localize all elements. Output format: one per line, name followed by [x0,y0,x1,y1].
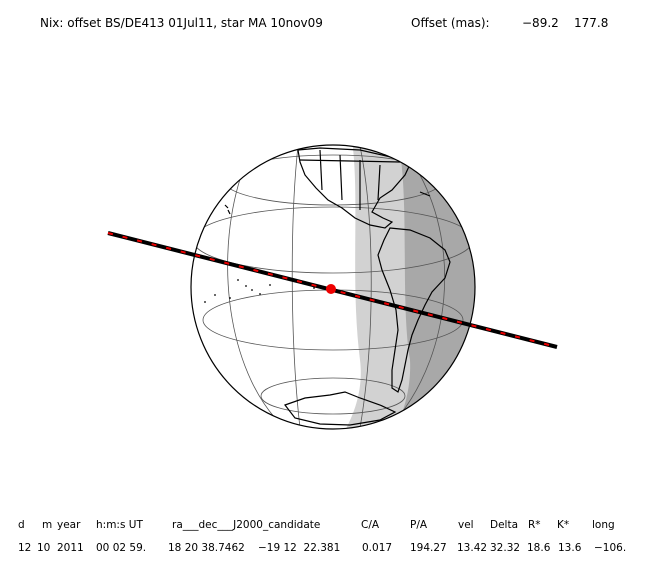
column-header: m [42,519,52,531]
cell: 18.6 [527,542,551,554]
title: Nix: offset BS/DE413 01Jul11, star MA 10… [40,16,323,30]
cell: 00 02 59. [96,542,146,554]
column-header: vel [458,519,474,531]
cell: 13.42 [457,542,487,554]
offset-label: Offset (mas): [411,16,490,30]
column-header: h:m:s UT [96,519,143,531]
cell: 2011 [57,542,84,554]
cell: 12 [18,542,31,554]
cell: −19 12 22.381 [258,542,340,554]
column-header: K* [557,519,569,531]
offset-value: 177.8 [574,16,608,30]
cell: 194.27 [410,542,447,554]
cell: 18 20 38.7462 [168,542,245,554]
column-header: P/A [410,519,428,531]
cell: −106. [594,542,626,554]
column-header: C/A [361,519,380,531]
column-header: d [18,519,25,531]
column-header: R* [528,519,541,531]
column-header: Delta [490,519,518,531]
column-header: year [57,519,81,531]
occultation-path [107,231,558,349]
cell: 32.32 [490,542,520,554]
info-table: d m year h:m:s UT ra___dec___J2000_candidate… [18,519,626,554]
cell: 10 [37,542,50,554]
offset-value: −89.2 [522,16,559,30]
cell: 13.6 [558,542,582,554]
column-header: long [592,519,615,531]
cell: 0.017 [362,542,392,554]
column-header: ra___dec___J2000_candidate [172,519,320,531]
